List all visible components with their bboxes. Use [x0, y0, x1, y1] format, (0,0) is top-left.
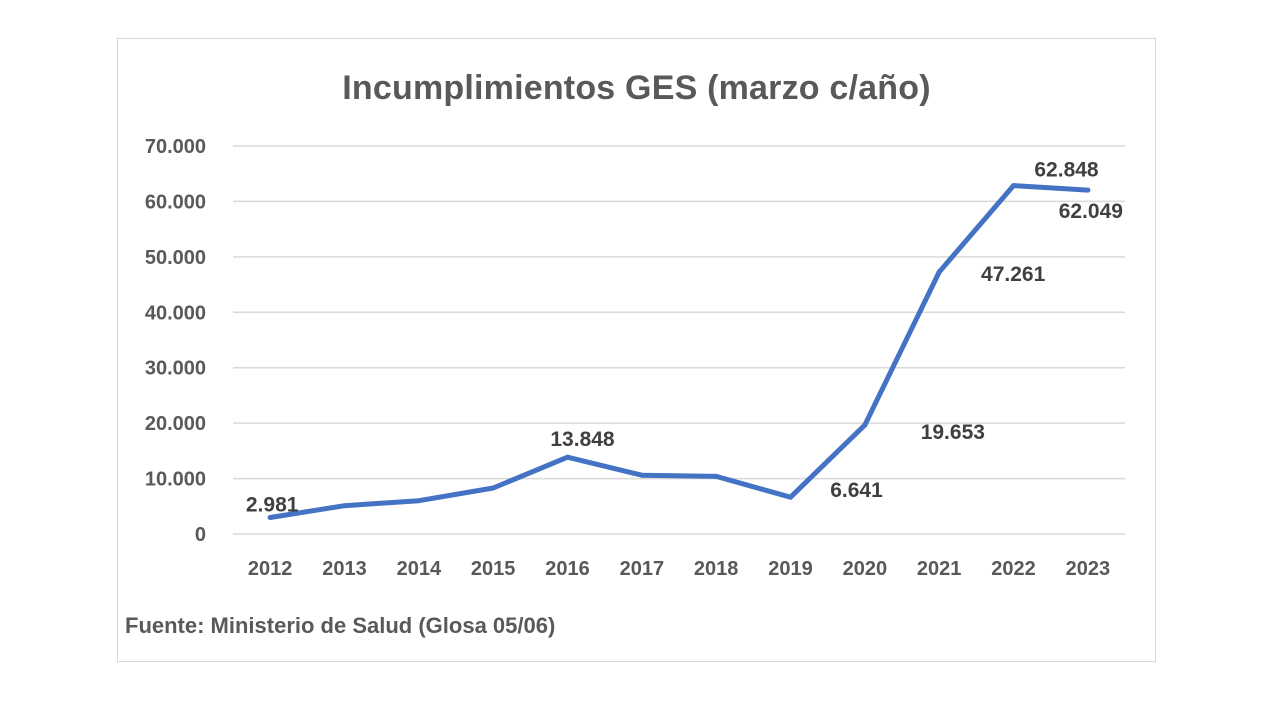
x-tick-label: 2016: [545, 558, 590, 580]
y-tick-label: 30.000: [145, 358, 206, 380]
x-tick-label: 2019: [768, 558, 813, 580]
x-tick-label: 2015: [471, 558, 516, 580]
data-point: [1011, 183, 1016, 189]
x-tick-label: 2022: [991, 558, 1036, 580]
data-label: 62.049: [1059, 200, 1123, 223]
data-label: 6.641: [830, 479, 883, 502]
data-point: [565, 454, 570, 460]
data-point: [1085, 187, 1091, 193]
data-label: 47.261: [981, 263, 1046, 286]
data-point: [267, 514, 273, 520]
x-tick-label: 2021: [917, 558, 962, 580]
y-tick-label: 20.000: [145, 413, 206, 435]
y-tick-label: 50.000: [145, 247, 206, 269]
x-tick-label: 2023: [1066, 558, 1111, 580]
data-point: [788, 494, 793, 500]
data-label: 2.981: [246, 493, 299, 516]
source-note: Fuente: Ministerio de Salud (Glosa 05/06…: [125, 613, 556, 638]
x-tick-label: 2014: [397, 558, 442, 580]
x-tick-label: 2020: [843, 558, 888, 580]
chart-frame: Incumplimientos GES (marzo c/año) Fuente…: [117, 38, 1156, 662]
x-tick-label: 2013: [322, 558, 367, 580]
data-point: [713, 473, 719, 479]
data-point: [416, 498, 422, 504]
data-point: [639, 472, 645, 478]
x-tick-label: 2017: [620, 558, 665, 580]
data-point: [936, 269, 942, 275]
chart-title: Incumplimientos GES (marzo c/año): [342, 69, 931, 107]
data-point: [342, 503, 347, 509]
y-tick-label: 60.000: [145, 191, 206, 213]
data-label: 62.848: [1034, 159, 1099, 182]
data-label: 19.653: [921, 421, 985, 444]
data-point: [490, 485, 496, 491]
x-tick-label: 2012: [248, 558, 293, 580]
data-point: [862, 422, 868, 428]
x-tick-label: 2018: [694, 558, 739, 580]
y-tick-label: 10.000: [145, 469, 206, 491]
y-tick-label: 70.000: [145, 136, 206, 158]
y-tick-label: 0: [195, 524, 206, 546]
data-label: 13.848: [550, 428, 615, 451]
y-tick-label: 40.000: [145, 302, 206, 324]
series-line: [267, 183, 1091, 520]
